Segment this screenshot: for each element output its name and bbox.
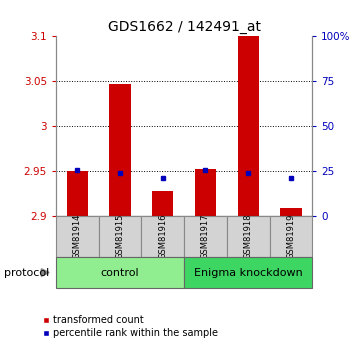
- Text: GSM81914: GSM81914: [73, 214, 82, 259]
- Bar: [142, 216, 184, 257]
- Legend: transformed count, percentile rank within the sample: transformed count, percentile rank withi…: [41, 313, 219, 340]
- Text: Enigma knockdown: Enigma knockdown: [194, 268, 303, 277]
- Text: control: control: [101, 268, 139, 277]
- Bar: [227, 216, 270, 257]
- Bar: [99, 216, 142, 257]
- Bar: [56, 257, 184, 288]
- Bar: [238, 36, 259, 216]
- Bar: [184, 257, 312, 288]
- Text: GSM81917: GSM81917: [201, 214, 210, 259]
- Bar: [195, 169, 216, 216]
- Bar: [280, 208, 301, 216]
- Text: protocol: protocol: [4, 268, 49, 277]
- Bar: [270, 216, 312, 257]
- Bar: [184, 216, 227, 257]
- Text: GSM81916: GSM81916: [158, 214, 167, 259]
- Bar: [67, 171, 88, 216]
- Text: GSM81918: GSM81918: [244, 214, 253, 259]
- Text: GSM81915: GSM81915: [116, 214, 125, 259]
- Title: GDS1662 / 142491_at: GDS1662 / 142491_at: [108, 20, 261, 34]
- Bar: [56, 216, 99, 257]
- Bar: [152, 190, 173, 216]
- Bar: [109, 84, 131, 216]
- Text: GSM81919: GSM81919: [286, 214, 295, 259]
